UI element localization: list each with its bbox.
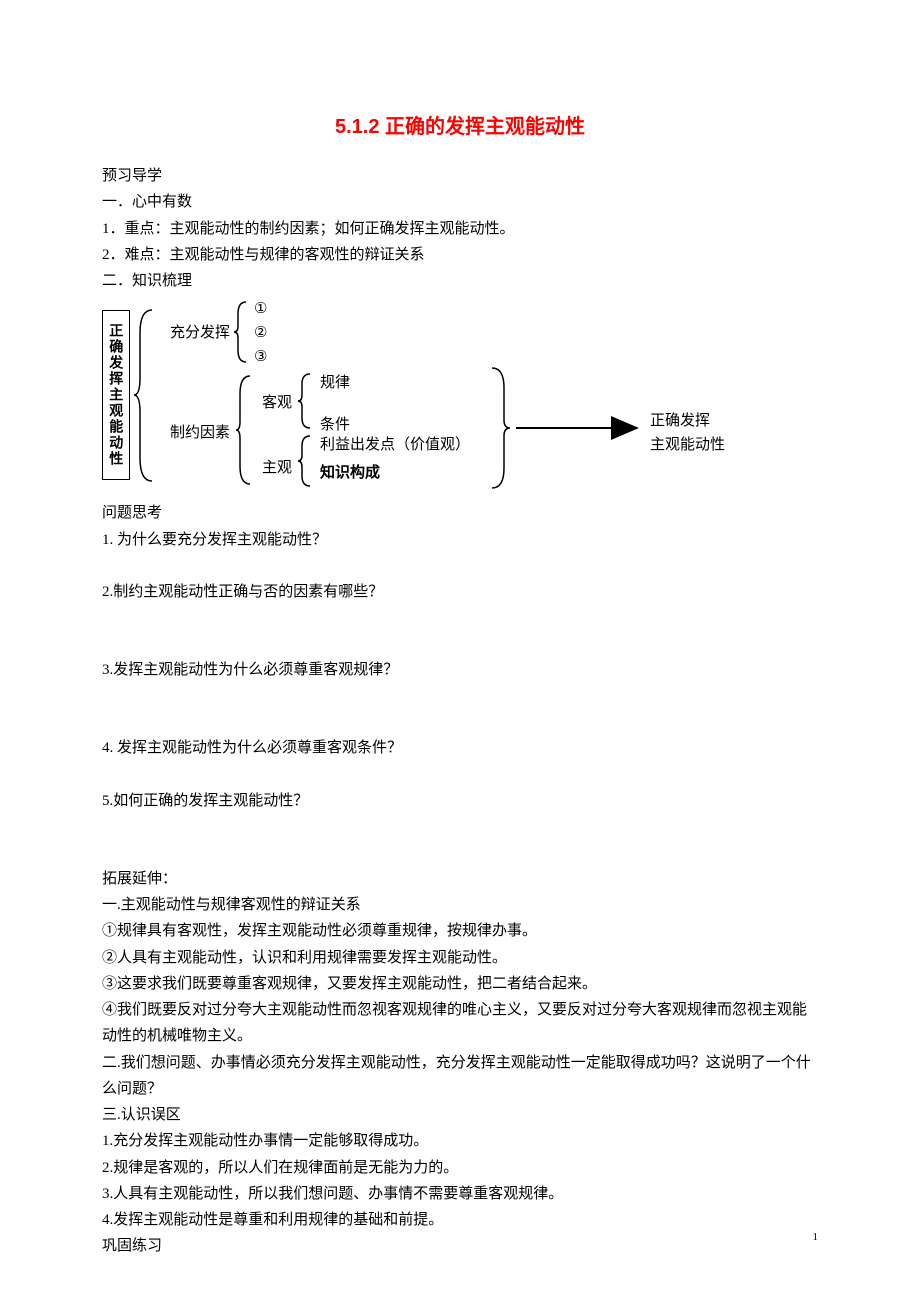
- document-page: 5.1.2 正确的发挥主观能动性 预习导学 一．心中有数 1．重点：主观能动性的…: [0, 0, 920, 1302]
- item-3: ③: [254, 344, 267, 370]
- restrict-factor-label: 制约因素: [170, 420, 230, 446]
- fully-exert-label: 充分发挥: [170, 320, 230, 346]
- blank-line: [102, 605, 818, 657]
- blank-line: [102, 683, 818, 735]
- output-line2: 主观能动性: [650, 432, 725, 458]
- question-4: 4. 发挥主观能动性为什么必须尊重客观条件？: [102, 735, 818, 761]
- ext-c-3: 3.人具有主观能动性，所以我们想问题、办事情不需要尊重客观规律。: [102, 1181, 818, 1207]
- ext-c-4: 4.发挥主观能动性是尊重和利用规律的基础和前提。: [102, 1207, 818, 1233]
- brace-icon: [298, 372, 316, 430]
- blank-line: [102, 762, 818, 788]
- ext-c-1: 1.充分发挥主观能动性办事情一定能够取得成功。: [102, 1128, 818, 1154]
- question-3: 3.发挥主观能动性为什么必须尊重客观规律？: [102, 657, 818, 683]
- extension-heading: 拓展延伸：: [102, 866, 818, 892]
- blank-line: [102, 553, 818, 579]
- interest-label: 利益出发点（价值观）: [320, 432, 470, 458]
- ext-a-1: ①规律具有客观性，发挥主观能动性必须尊重规律，按规律办事。: [102, 918, 818, 944]
- brace-icon: [236, 374, 256, 486]
- knowledge-label: 知识构成: [320, 460, 380, 486]
- ext-b: 二.我们想问题、办事情必须充分发挥主观能动性，充分发挥主观能动性一定能取得成功吗…: [102, 1050, 818, 1103]
- diagram-main-box: 正确发挥主观能动性: [102, 310, 130, 480]
- section-1-heading: 一．心中有数: [102, 189, 818, 215]
- ext-c-2: 2.规律是客观的，所以人们在规律面前是无能为力的。: [102, 1155, 818, 1181]
- question-2: 2.制约主观能动性正确与否的因素有哪些？: [102, 579, 818, 605]
- item-2: ②: [254, 320, 267, 346]
- ext-a-3: ③这要求我们既要尊重客观规律，又要发挥主观能动性，把二者结合起来。: [102, 971, 818, 997]
- brace-icon: [134, 308, 160, 483]
- subjective-label: 主观: [262, 455, 292, 481]
- output-line1: 正确发挥: [650, 408, 710, 434]
- ext-c-heading: 三.认识误区: [102, 1102, 818, 1128]
- blank-line: [102, 814, 818, 866]
- question-think-heading: 问题思考: [102, 500, 818, 526]
- arrow-icon: [516, 416, 639, 440]
- brace-close-icon: [490, 366, 512, 490]
- prestudy-heading: 预习导学: [102, 163, 818, 189]
- rule-label: 规律: [320, 370, 350, 396]
- practice-heading: 巩固练习: [102, 1233, 818, 1259]
- lesson-title: 5.1.2 正确的发挥主观能动性: [102, 110, 818, 145]
- item-1: ①: [254, 296, 267, 322]
- ext-a-4: ④我们既要反对过分夸大主观能动性而忽视客观规律的唯心主义，又要反对过分夸大客观规…: [102, 997, 818, 1050]
- brace-icon: [298, 434, 316, 488]
- ext-a-2: ②人具有主观能动性，认识和利用规律需要发挥主观能动性。: [102, 945, 818, 971]
- diagram-main-label: 正确发挥主观能动性: [104, 323, 129, 467]
- question-5: 5.如何正确的发挥主观能动性？: [102, 788, 818, 814]
- ext-a-heading: 一.主观能动性与规律客观性的辩证关系: [102, 892, 818, 918]
- difficulty-line: 2．难点：主观能动性与规律的客观性的辩证关系: [102, 242, 818, 268]
- objective-label: 客观: [262, 390, 292, 416]
- knowledge-diagram: 正确发挥主观能动性 充分发挥 ① ② ③ 制约因素 客观 主观 规律 条件: [102, 300, 818, 490]
- section-2-heading: 二．知识梳理: [102, 268, 818, 294]
- keypoint-line: 1．重点：主观能动性的制约因素；如何正确发挥主观能动性。: [102, 216, 818, 242]
- brace-icon: [234, 300, 252, 364]
- question-1: 1. 为什么要充分发挥主观能动性？: [102, 527, 818, 553]
- page-number: 1: [813, 1228, 819, 1247]
